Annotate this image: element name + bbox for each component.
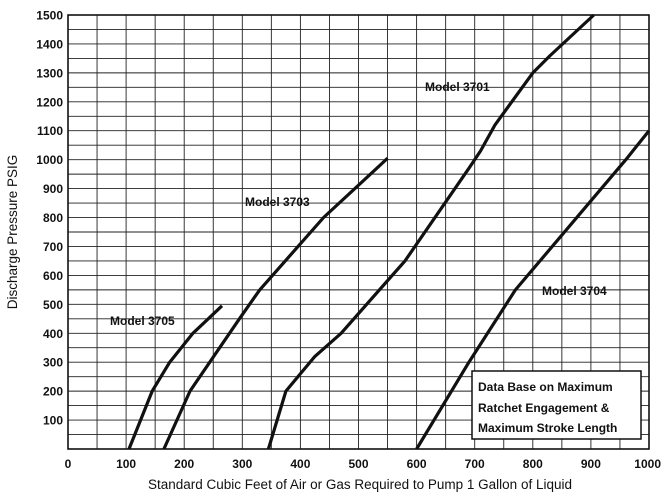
- x-tick-label: 1000: [634, 457, 661, 471]
- x-tick-label: 300: [232, 457, 252, 471]
- y-tick-label: 1000: [36, 153, 63, 167]
- x-tick-label: 600: [407, 457, 427, 471]
- series-line-4: [415, 129, 651, 450]
- y-tick-label: 700: [43, 240, 63, 254]
- y-tick-label: 1300: [36, 66, 63, 80]
- series-line-1: [127, 304, 224, 450]
- note-box-frame: [471, 370, 642, 440]
- series-label-4: Model 3704: [542, 284, 607, 298]
- y-tick-label: 800: [43, 211, 63, 225]
- x-tick-label: 700: [465, 457, 485, 471]
- y-tick-label: 300: [43, 356, 63, 370]
- x-tick-label: 200: [174, 457, 194, 471]
- x-tick-label: 900: [581, 457, 601, 471]
- plot-frame: [67, 14, 650, 450]
- series-line-2: [162, 157, 389, 450]
- series-labels: Model 3705 Model 3703 Model 3701 Model 3704: [110, 80, 607, 328]
- y-axis-label: Discharge Pressure PSIG: [5, 155, 20, 310]
- x-tick-label: 400: [290, 457, 310, 471]
- y-tick-label: 600: [43, 269, 63, 283]
- x-tick-label: 500: [348, 457, 368, 471]
- y-tick-label: 1100: [37, 124, 63, 138]
- y-tick-label: 1500: [36, 9, 63, 23]
- x-axis-label: Standard Cubic Feet of Air or Gas Requir…: [148, 477, 572, 492]
- y-tick-label: 100: [43, 414, 63, 428]
- y-tick-label: 900: [43, 182, 63, 196]
- y-tick-label: 400: [43, 327, 63, 341]
- x-tick-label: 800: [523, 457, 543, 471]
- y-tick-label: 500: [43, 298, 63, 312]
- x-tick-label: 100: [116, 457, 136, 471]
- note-line-2: Ratchet Engagement &: [478, 401, 610, 415]
- series-line-3: [266, 13, 595, 450]
- note-line-1: Data Base on Maximum: [478, 380, 613, 394]
- x-tick-labels: 0 100 200 300 400 500 600 700 800 900 1000: [65, 457, 662, 471]
- y-tick-label: 200: [43, 385, 63, 399]
- series-label-3: Model 3701: [425, 80, 490, 94]
- x-tick-label: 0: [65, 457, 72, 471]
- y-tick-label: 1200: [36, 95, 63, 109]
- y-tick-label: 1400: [36, 37, 63, 51]
- note-box: Data Base on Maximum Ratchet Engagement …: [471, 370, 642, 440]
- y-tick-labels: 100 200 300 400 500 600 700 800 900 1000 1100 1200 1…: [36, 9, 63, 428]
- series-label-1: Model 3705: [110, 314, 175, 328]
- series-label-2: Model 3703: [245, 195, 310, 209]
- note-line-3: Maximum Stroke Length: [478, 421, 617, 435]
- series-layer: [127, 13, 651, 450]
